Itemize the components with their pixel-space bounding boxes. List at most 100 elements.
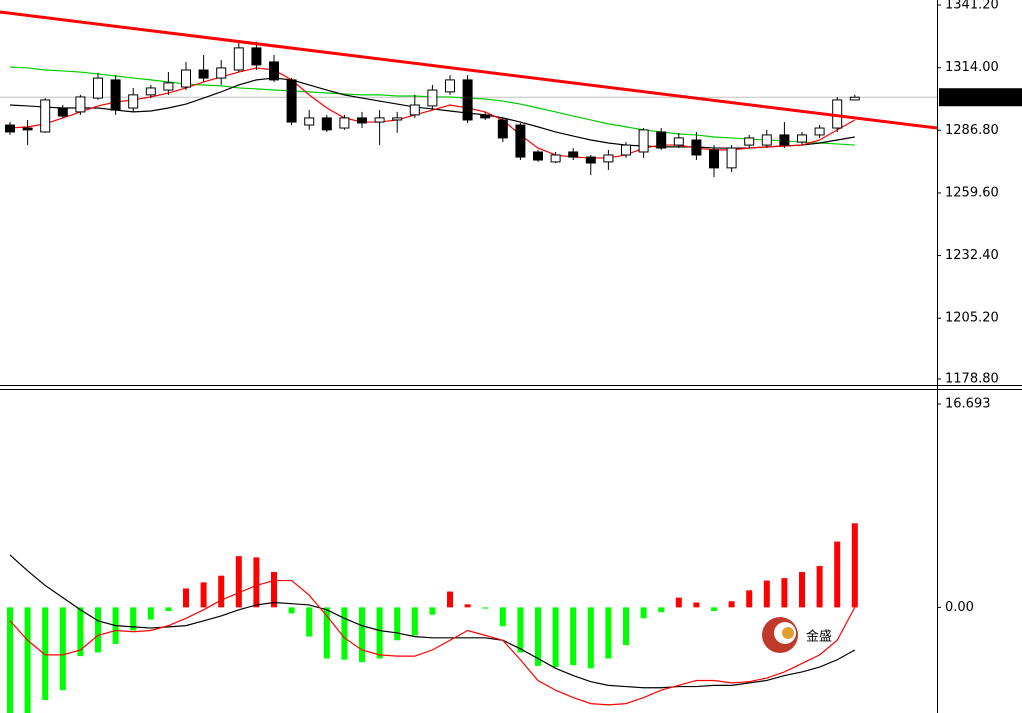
candle-body xyxy=(128,94,139,109)
candle-body xyxy=(286,79,297,123)
histogram-bar xyxy=(605,607,612,659)
histogram-bar xyxy=(7,607,13,713)
macd-line xyxy=(9,579,856,706)
candle-body xyxy=(304,117,315,126)
candle-body xyxy=(22,127,33,131)
candle-body xyxy=(145,87,156,96)
candle-body xyxy=(497,119,508,139)
histogram-bar xyxy=(165,607,172,612)
histogram-bar xyxy=(746,590,753,608)
y-tick-label: 1232.40 xyxy=(945,248,999,263)
candle-body xyxy=(691,139,702,156)
histogram-bar xyxy=(95,607,101,653)
histogram-bar xyxy=(552,607,559,668)
y-tick-label: 0.00 xyxy=(945,600,974,615)
histogram-bar xyxy=(675,597,682,608)
candle-body xyxy=(409,104,420,116)
histogram-bar xyxy=(323,607,330,659)
candle-body xyxy=(5,124,15,133)
y-tick-label: 1341.20 xyxy=(945,0,999,13)
histogram-bar xyxy=(24,607,31,713)
histogram-bar xyxy=(623,607,629,646)
candle-body xyxy=(568,151,579,158)
histogram-bar xyxy=(376,607,383,659)
last-price-box xyxy=(939,88,1022,107)
candle-body xyxy=(251,47,262,66)
histogram-bar xyxy=(359,607,365,663)
histogram-bar xyxy=(429,607,436,615)
y-tick-label: 1314.00 xyxy=(945,60,999,75)
histogram-bar xyxy=(394,607,401,641)
histogram-bar xyxy=(499,607,506,627)
watermark: 金盛 xyxy=(806,629,832,645)
candle-body xyxy=(515,124,526,158)
candle-body xyxy=(339,117,350,129)
histogram-bar xyxy=(728,601,735,608)
histogram-bar xyxy=(271,572,277,608)
candle-body xyxy=(110,79,121,111)
candle-body xyxy=(427,89,438,107)
candle-body xyxy=(533,151,543,161)
candle-body xyxy=(638,129,649,153)
histogram-bar xyxy=(130,607,137,631)
candle-body xyxy=(216,67,227,79)
histogram-bar xyxy=(147,607,154,620)
candle-body xyxy=(849,96,860,101)
candle-body xyxy=(797,134,807,143)
candle-body xyxy=(374,117,385,123)
histogram-bar xyxy=(640,607,647,619)
candle-body xyxy=(709,149,719,169)
histogram-bar xyxy=(851,523,858,608)
histogram-bar xyxy=(799,572,805,608)
histogram-bar xyxy=(218,575,225,608)
candle-body xyxy=(181,69,191,88)
candle-body xyxy=(744,137,755,146)
candle-body xyxy=(761,134,772,146)
candle-body xyxy=(585,156,596,164)
histogram-bar xyxy=(447,591,453,608)
candle-body xyxy=(462,79,473,121)
histogram-bar xyxy=(587,607,594,669)
y-tick-label: 1178.80 xyxy=(945,372,999,387)
histogram-bar xyxy=(535,607,541,666)
histogram-bar xyxy=(253,557,260,608)
candle-body xyxy=(269,61,279,81)
y-tick-label: 16.693 xyxy=(945,396,991,411)
histogram-bar xyxy=(464,604,471,608)
candle-body xyxy=(198,69,209,79)
histogram-bar xyxy=(341,607,348,660)
histogram-bar xyxy=(235,556,242,608)
macd-line xyxy=(9,554,856,689)
candle-body xyxy=(392,117,403,121)
histogram-bar xyxy=(711,607,717,612)
y-tick-label: 1205.20 xyxy=(945,311,999,326)
candle-body xyxy=(621,144,631,156)
histogram-bar xyxy=(77,607,84,657)
histogram-bar xyxy=(570,607,577,666)
candle-body xyxy=(75,96,86,113)
histogram-bar xyxy=(59,607,66,691)
candle-body xyxy=(321,117,332,131)
candle-body xyxy=(814,127,825,136)
y-tick-label: 1259.60 xyxy=(945,185,999,200)
histogram-bar xyxy=(834,541,841,608)
candle-body xyxy=(550,154,561,163)
y-tick-label: 1286.80 xyxy=(945,123,999,138)
candle-body xyxy=(233,47,244,71)
candle-body xyxy=(445,79,455,93)
histogram-bar xyxy=(763,580,770,608)
last-price-label: 1301.17 xyxy=(943,90,1002,105)
candle-body xyxy=(779,134,790,146)
candle-body xyxy=(480,114,491,119)
trendline xyxy=(0,10,937,130)
candle-body xyxy=(726,147,737,169)
histogram-bar xyxy=(306,607,313,637)
candle-body xyxy=(40,99,51,133)
histogram-bar xyxy=(482,607,489,609)
macd-panel xyxy=(7,523,858,713)
histogram-bar xyxy=(288,607,295,614)
watermark-logo xyxy=(762,617,798,653)
histogram-bar xyxy=(42,607,49,700)
